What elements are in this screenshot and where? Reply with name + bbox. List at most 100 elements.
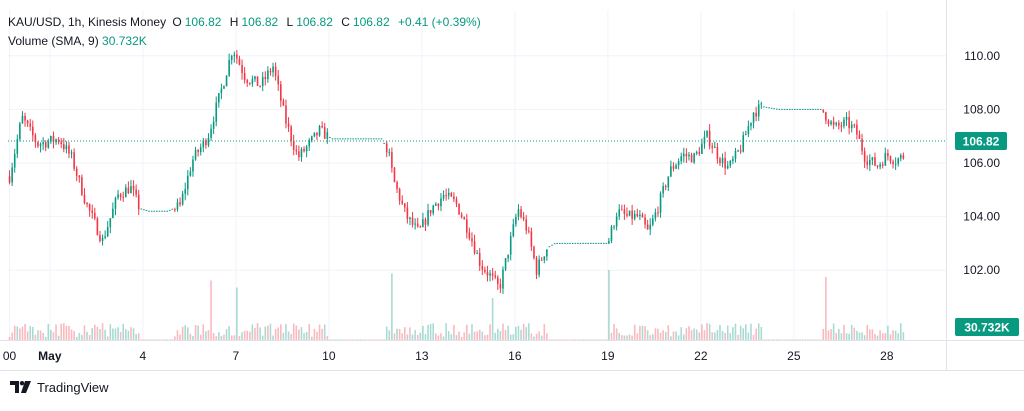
candle-body bbox=[892, 161, 894, 165]
candle-body bbox=[437, 203, 440, 207]
volume-bar bbox=[44, 336, 47, 340]
candle-body bbox=[112, 208, 114, 219]
volume-bar bbox=[398, 329, 401, 340]
volume-bar bbox=[192, 335, 194, 340]
candle-body bbox=[233, 54, 236, 57]
volume-bar bbox=[610, 332, 613, 340]
x-tick-label: 19 bbox=[601, 349, 615, 363]
candle-body bbox=[675, 165, 677, 169]
volume-bar bbox=[94, 324, 96, 340]
volume-bar bbox=[533, 336, 535, 340]
candle-body bbox=[458, 203, 460, 215]
volume-bar bbox=[848, 333, 850, 340]
candle-body bbox=[887, 153, 889, 157]
candle-body bbox=[228, 60, 230, 76]
candle-body bbox=[218, 93, 220, 103]
volume-bar bbox=[592, 339, 595, 340]
candle-body bbox=[223, 86, 225, 89]
candle-body bbox=[850, 124, 853, 129]
volume-bar bbox=[323, 324, 326, 340]
volume-bar bbox=[776, 339, 778, 340]
volume-bar bbox=[863, 335, 866, 340]
chart-grid bbox=[8, 10, 946, 340]
tradingview-logo[interactable]: TradingView bbox=[10, 378, 109, 396]
candle-body bbox=[528, 230, 530, 232]
candle-body bbox=[274, 66, 277, 76]
volume-bar bbox=[238, 336, 241, 340]
volume-bar bbox=[429, 323, 432, 340]
volume-bar bbox=[233, 335, 236, 340]
volume-bar bbox=[422, 325, 424, 340]
volume-bar bbox=[742, 328, 745, 340]
candle-body bbox=[613, 226, 615, 228]
volume-bar bbox=[861, 332, 863, 340]
open-value: 106.82 bbox=[184, 15, 222, 29]
candle-body bbox=[249, 82, 251, 84]
volume-bar bbox=[830, 329, 832, 340]
x-tick-label: 7 bbox=[233, 349, 240, 363]
volume-bar bbox=[716, 330, 719, 340]
volume-bar bbox=[825, 277, 827, 340]
volume-bar bbox=[285, 324, 287, 340]
volume-bar bbox=[685, 328, 688, 340]
candle-body bbox=[667, 176, 670, 188]
candle-body bbox=[497, 277, 499, 285]
candle-body bbox=[463, 217, 466, 220]
volume-bar bbox=[125, 329, 127, 340]
volume-bar bbox=[745, 324, 747, 340]
volume-bar bbox=[559, 339, 561, 340]
volume-bar bbox=[223, 334, 225, 340]
candle-body bbox=[468, 232, 471, 239]
candle-body bbox=[631, 210, 633, 219]
volume-bar bbox=[176, 330, 179, 340]
volume-bar bbox=[34, 334, 37, 340]
x-tick-label: 00 bbox=[3, 349, 17, 363]
volume-bar bbox=[698, 332, 701, 340]
candle-body bbox=[861, 138, 863, 152]
x-tick-label: 10 bbox=[322, 349, 336, 363]
volume-bar bbox=[788, 339, 791, 340]
volume-bar bbox=[16, 326, 19, 340]
candle-body bbox=[24, 115, 26, 121]
candle-body bbox=[737, 150, 739, 152]
candle-body bbox=[652, 218, 654, 225]
volume-bar bbox=[641, 325, 644, 340]
volume-bar bbox=[349, 339, 352, 340]
volume-bar bbox=[112, 328, 114, 340]
y-tick-label: 106.00 bbox=[963, 156, 1000, 170]
candle-body bbox=[230, 56, 233, 61]
volume-bar bbox=[670, 336, 672, 340]
volume-bar bbox=[708, 324, 711, 340]
candle-body bbox=[81, 177, 83, 195]
volume-bar bbox=[442, 336, 445, 340]
volume-bar bbox=[791, 339, 794, 340]
candle-body bbox=[132, 186, 135, 190]
volume-bar bbox=[680, 327, 683, 340]
volume-bar bbox=[184, 325, 187, 340]
candle-body bbox=[869, 160, 871, 165]
candle-body bbox=[874, 157, 876, 166]
candle-body bbox=[641, 214, 644, 218]
candle-body bbox=[323, 127, 326, 139]
candle-body bbox=[664, 186, 667, 188]
candle-body bbox=[16, 139, 19, 154]
y-tick-label: 108.00 bbox=[963, 102, 1000, 116]
candle-body bbox=[427, 210, 429, 225]
volume-bar bbox=[768, 339, 770, 340]
volume-bar bbox=[305, 331, 308, 340]
volume-bar bbox=[887, 325, 889, 340]
volume-bar bbox=[143, 339, 145, 340]
volume-bar bbox=[21, 326, 24, 340]
volume-bar bbox=[300, 327, 303, 340]
volume-bar bbox=[106, 336, 109, 340]
candle-body bbox=[241, 64, 243, 74]
candle-body bbox=[719, 158, 721, 164]
volume-bar bbox=[373, 339, 375, 340]
candle-body bbox=[683, 153, 685, 157]
volume-bar bbox=[150, 339, 153, 340]
candle-body bbox=[445, 195, 447, 197]
candle-body bbox=[863, 151, 866, 162]
volume-bar bbox=[579, 339, 582, 340]
